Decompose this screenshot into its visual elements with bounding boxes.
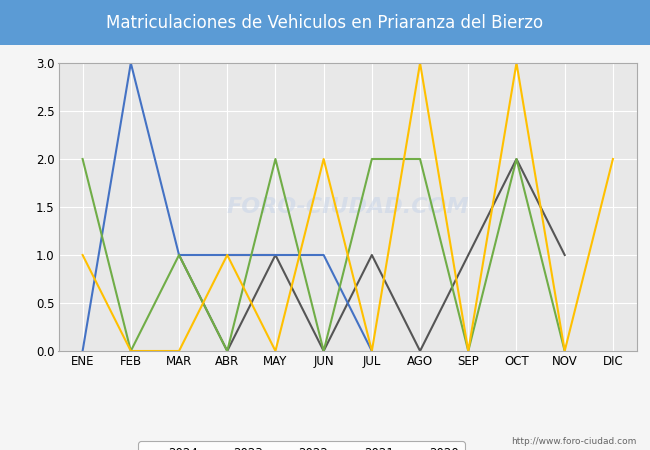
Text: FORO-CIUDAD.COM: FORO-CIUDAD.COM	[226, 197, 469, 217]
Text: Matriculaciones de Vehiculos en Priaranza del Bierzo: Matriculaciones de Vehiculos en Priaranz…	[107, 14, 543, 32]
Legend: 2024, 2023, 2022, 2021, 2020: 2024, 2023, 2022, 2021, 2020	[138, 441, 465, 450]
Text: http://www.foro-ciudad.com: http://www.foro-ciudad.com	[512, 436, 637, 446]
